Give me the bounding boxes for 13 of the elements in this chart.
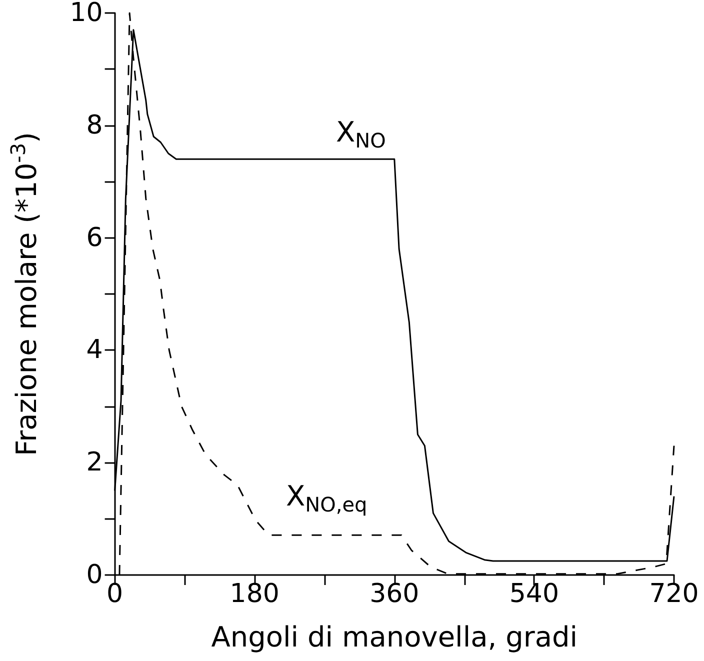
x-tick-label: 720 [649,579,699,609]
x-tick-label: 0 [106,579,124,609]
y-tick-label: 2 [86,448,103,478]
x-axis-title: Angoli di manovella, gradi [211,620,578,654]
y-tick-label: 6 [86,222,103,253]
x-tick-label: 180 [230,579,280,609]
y-tick-label: 10 [70,0,103,28]
y-tick-label: 4 [86,335,103,366]
y-tick-label: 8 [86,110,103,140]
y-tick-label: 0 [86,560,103,590]
y-axis-title: Frazione molare (*10-3) [6,132,43,456]
x-tick-label: 540 [509,579,560,609]
x-tick-label: 360 [370,579,420,609]
